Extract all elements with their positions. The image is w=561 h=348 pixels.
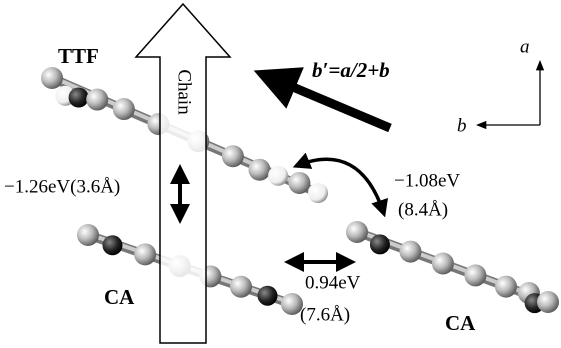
atom <box>102 235 122 255</box>
transfer-vertical: −1.26eV(3.6Å) <box>4 176 120 197</box>
atom <box>464 264 486 286</box>
atom <box>537 291 559 313</box>
atom <box>308 183 328 203</box>
atom <box>495 276 517 298</box>
atom <box>288 172 310 194</box>
axis-b-label: b <box>457 115 467 136</box>
atom <box>86 89 108 111</box>
atom <box>113 98 135 120</box>
vector-arrow <box>262 74 390 128</box>
atom <box>370 234 390 254</box>
ca-right-label: CA <box>445 311 476 335</box>
atom <box>258 286 278 306</box>
diagram: Chain b′=a/2+b a b TTF CA CA −1.26eV(3.6… <box>0 0 561 348</box>
transfer-diagonal: −1.08eV <box>394 170 460 191</box>
ca-left-label: CA <box>104 285 135 309</box>
distance-diagonal: (8.4Å) <box>398 199 448 220</box>
axis-a-label: a <box>520 36 530 57</box>
atom <box>346 221 368 243</box>
chain-arrow <box>136 4 230 343</box>
atom <box>268 166 288 186</box>
chain-label: Chain <box>174 69 195 115</box>
ttf-label: TTF <box>58 44 99 68</box>
atom <box>134 243 156 265</box>
distance-horizontal: (7.6Å) <box>300 304 350 325</box>
atom <box>69 88 89 108</box>
atom <box>432 253 454 275</box>
atom <box>248 159 270 181</box>
atom <box>230 276 252 298</box>
atom <box>222 145 244 167</box>
atom <box>41 67 63 89</box>
atom <box>399 241 421 263</box>
vector-label: b′=a/2+b <box>312 58 390 82</box>
transfer-horizontal: 0.94eV <box>305 272 361 293</box>
atom <box>77 224 99 246</box>
